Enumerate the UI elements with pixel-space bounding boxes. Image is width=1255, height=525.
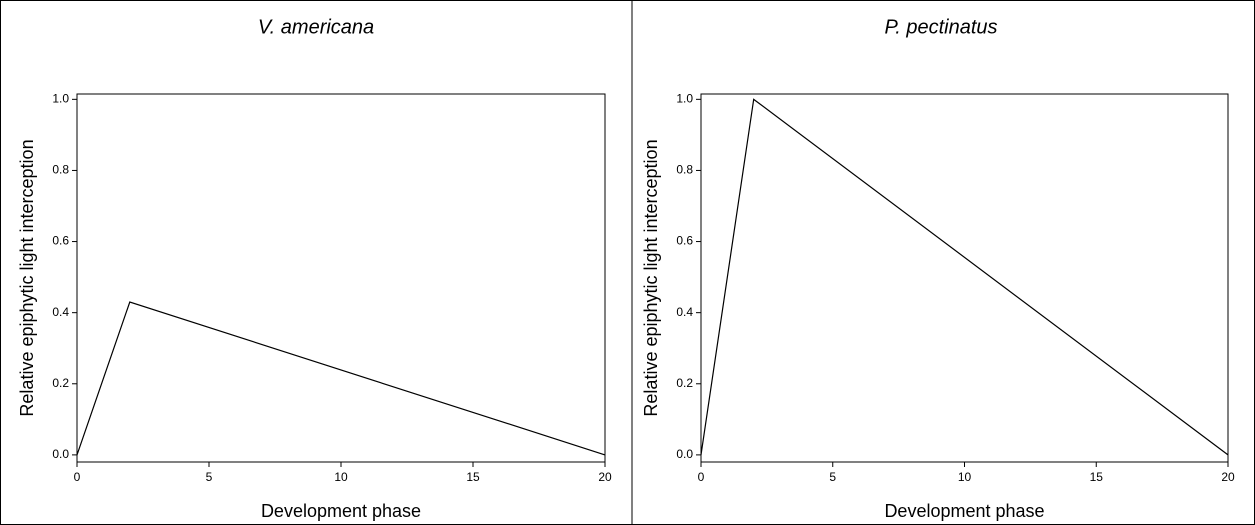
y-tick-label: 0.2 — [676, 376, 693, 390]
y-tick-label: 0.0 — [52, 447, 69, 461]
line — [76, 301, 606, 456]
x-tick-label: 10 — [958, 470, 972, 484]
plot-area — [700, 93, 1229, 463]
x-axis-label: Development phase — [261, 501, 421, 521]
y-tick-label: 0.8 — [676, 163, 693, 177]
x-tick-label: 5 — [829, 470, 836, 484]
y-tick-label: 0.0 — [676, 447, 693, 461]
y-tick-label: 0.6 — [676, 234, 693, 248]
x-tick-label: 10 — [334, 470, 348, 484]
y-axis-label: Relative epiphytic light interception — [641, 139, 661, 416]
x-tick-label: 0 — [698, 470, 705, 484]
x-axis-label: Development phase — [884, 501, 1044, 521]
y-tick-label: 0.4 — [52, 305, 69, 319]
y-tick-label: 0.8 — [52, 163, 69, 177]
x-tick-label: 5 — [206, 470, 213, 484]
x-tick-label: 20 — [1221, 470, 1235, 484]
y-tick-label: 0.2 — [52, 376, 69, 390]
y-tick-label: 1.0 — [676, 92, 693, 106]
y-tick-label: 1.0 — [52, 92, 69, 106]
y-tick-label: 0.4 — [676, 305, 693, 319]
chart-title: P. pectinatus — [884, 16, 997, 38]
line — [700, 98, 1229, 456]
x-tick-label: 20 — [598, 470, 612, 484]
x-tick-label: 15 — [1090, 470, 1104, 484]
x-tick-label: 15 — [466, 470, 480, 484]
plot-area — [76, 93, 606, 463]
y-tick-label: 0.6 — [52, 234, 69, 248]
x-tick-label: 0 — [74, 470, 81, 484]
y-axis-label: Relative epiphytic light interception — [17, 139, 37, 416]
chart-title: V. americana — [258, 16, 374, 38]
